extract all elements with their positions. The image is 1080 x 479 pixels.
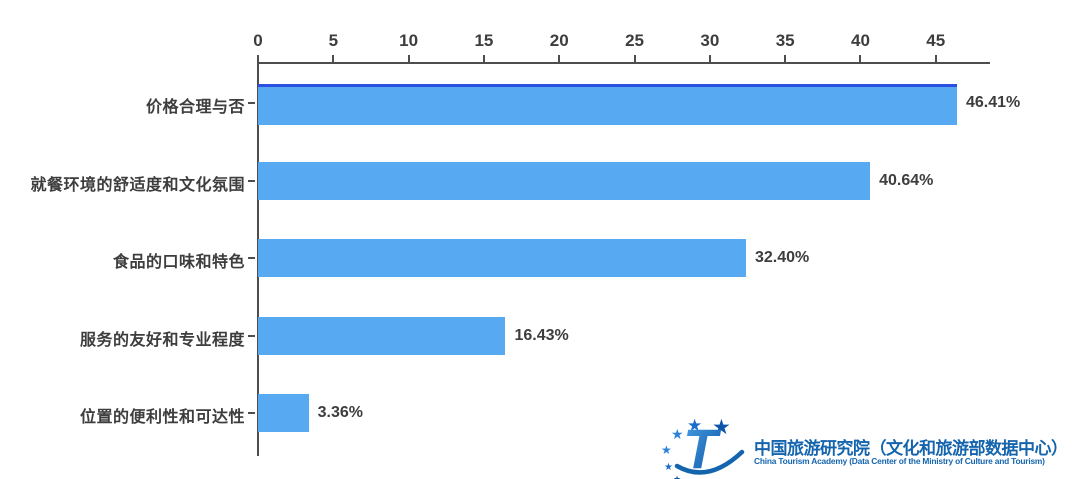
bar xyxy=(258,394,309,432)
x-tick-mark xyxy=(332,55,335,62)
category-tick-mark xyxy=(248,102,255,104)
star-icon: ★ xyxy=(671,426,684,442)
x-tick-label: 40 xyxy=(851,31,870,50)
x-tick-label: 30 xyxy=(700,31,720,50)
star-icon: ★ xyxy=(673,474,681,479)
x-tick-mark xyxy=(482,55,485,62)
category-tick-mark xyxy=(248,257,255,259)
x-tick-mark xyxy=(708,55,711,62)
china-tourism-academy-logo-icon: ★ ★ ★ ★ ★ ★ T xyxy=(661,416,745,479)
x-tick-mark xyxy=(407,55,410,62)
x-tick-label: 10 xyxy=(399,31,419,50)
x-tick-mark xyxy=(257,55,259,62)
bar xyxy=(258,317,506,355)
x-tick-label: 35 xyxy=(775,31,795,50)
category-label: 就餐环境的舒适度和文化氛围 xyxy=(30,177,245,194)
value-label: 46.41% xyxy=(966,94,1021,111)
bar xyxy=(258,84,957,125)
value-label: 16.43% xyxy=(514,327,569,344)
bar xyxy=(258,239,746,277)
value-label: 3.36% xyxy=(317,404,363,421)
x-tick-mark xyxy=(934,55,937,62)
star-icon: ★ xyxy=(687,416,702,435)
logo-title-zh: 中国旅游研究院（文化和旅游部数据中心） xyxy=(754,439,1068,458)
x-tick-label: 20 xyxy=(549,31,569,50)
bar xyxy=(258,162,871,200)
star-icon: ★ xyxy=(712,416,731,439)
logo-title-en: China Tourism Academy (Data Center of th… xyxy=(754,456,1045,466)
x-axis-line xyxy=(258,62,990,64)
x-tick-mark xyxy=(784,55,787,62)
category-tick-mark xyxy=(248,335,255,337)
x-tick-label: 0 xyxy=(253,31,263,50)
category-label: 食品的口味和特色 xyxy=(112,254,245,271)
value-label: 40.64% xyxy=(879,172,934,189)
value-label: 32.40% xyxy=(755,249,810,266)
star-icon: ★ xyxy=(664,462,673,473)
category-label: 价格合理与否 xyxy=(145,99,245,116)
category-label: 位置的便利性和可达性 xyxy=(79,409,245,426)
x-tick-label: 15 xyxy=(474,31,494,50)
x-tick-mark xyxy=(859,55,862,62)
x-tick-label: 25 xyxy=(625,31,644,50)
x-tick-mark xyxy=(558,55,561,62)
footer-logo: ★ ★ ★ ★ ★ ★ T 中国旅游研究院（文化和旅游部数据中心） China … xyxy=(650,404,1080,479)
x-tick-label: 45 xyxy=(926,31,946,50)
x-tick-label: 5 xyxy=(328,31,339,50)
category-tick-mark xyxy=(248,412,255,414)
category-label: 服务的友好和专业程度 xyxy=(79,332,245,349)
x-tick-mark xyxy=(633,55,636,62)
star-icon: ★ xyxy=(661,443,672,457)
category-tick-mark xyxy=(248,180,255,182)
